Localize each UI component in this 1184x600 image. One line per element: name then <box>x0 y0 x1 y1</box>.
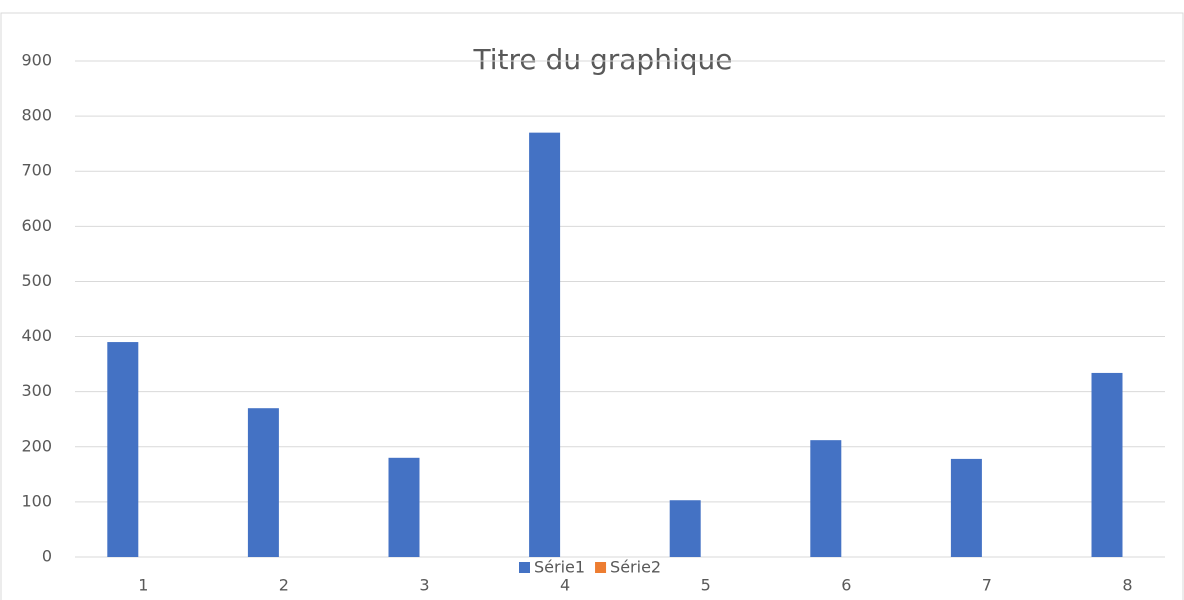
bar <box>950 458 982 557</box>
bar <box>669 500 701 557</box>
x-tick-label: 3 <box>419 576 429 595</box>
bar <box>810 440 842 557</box>
y-tick-label: 700 <box>21 161 52 180</box>
y-tick-label: 800 <box>21 106 52 125</box>
x-tick-label: 2 <box>279 576 289 595</box>
y-tick-label: 300 <box>21 381 52 400</box>
legend-swatch <box>519 562 530 573</box>
bar <box>388 457 420 557</box>
y-tick-label: 100 <box>21 491 52 510</box>
chart-frame <box>0 12 1184 600</box>
chart-title: Titre du graphique <box>473 43 733 76</box>
y-tick-label: 400 <box>21 326 52 345</box>
x-tick-label: 6 <box>841 576 851 595</box>
x-tick-label: 4 <box>560 576 570 595</box>
y-tick-label: 500 <box>21 271 52 290</box>
x-tick-label: 5 <box>701 576 711 595</box>
legend-swatch <box>595 562 607 573</box>
legend-label: Série1 <box>534 558 585 577</box>
legend-label: Série2 <box>610 558 661 577</box>
bar <box>107 342 139 557</box>
y-tick-label: 900 <box>21 51 52 70</box>
y-tick-label: 0 <box>42 547 52 566</box>
y-tick-label: 200 <box>21 436 52 455</box>
x-tick-label: 7 <box>982 576 992 595</box>
bar <box>1091 372 1123 557</box>
x-tick-label: 8 <box>1122 576 1132 595</box>
x-tick-label: 1 <box>138 576 148 595</box>
bar <box>247 408 279 557</box>
y-tick-label: 600 <box>21 216 52 235</box>
bar <box>529 132 561 557</box>
